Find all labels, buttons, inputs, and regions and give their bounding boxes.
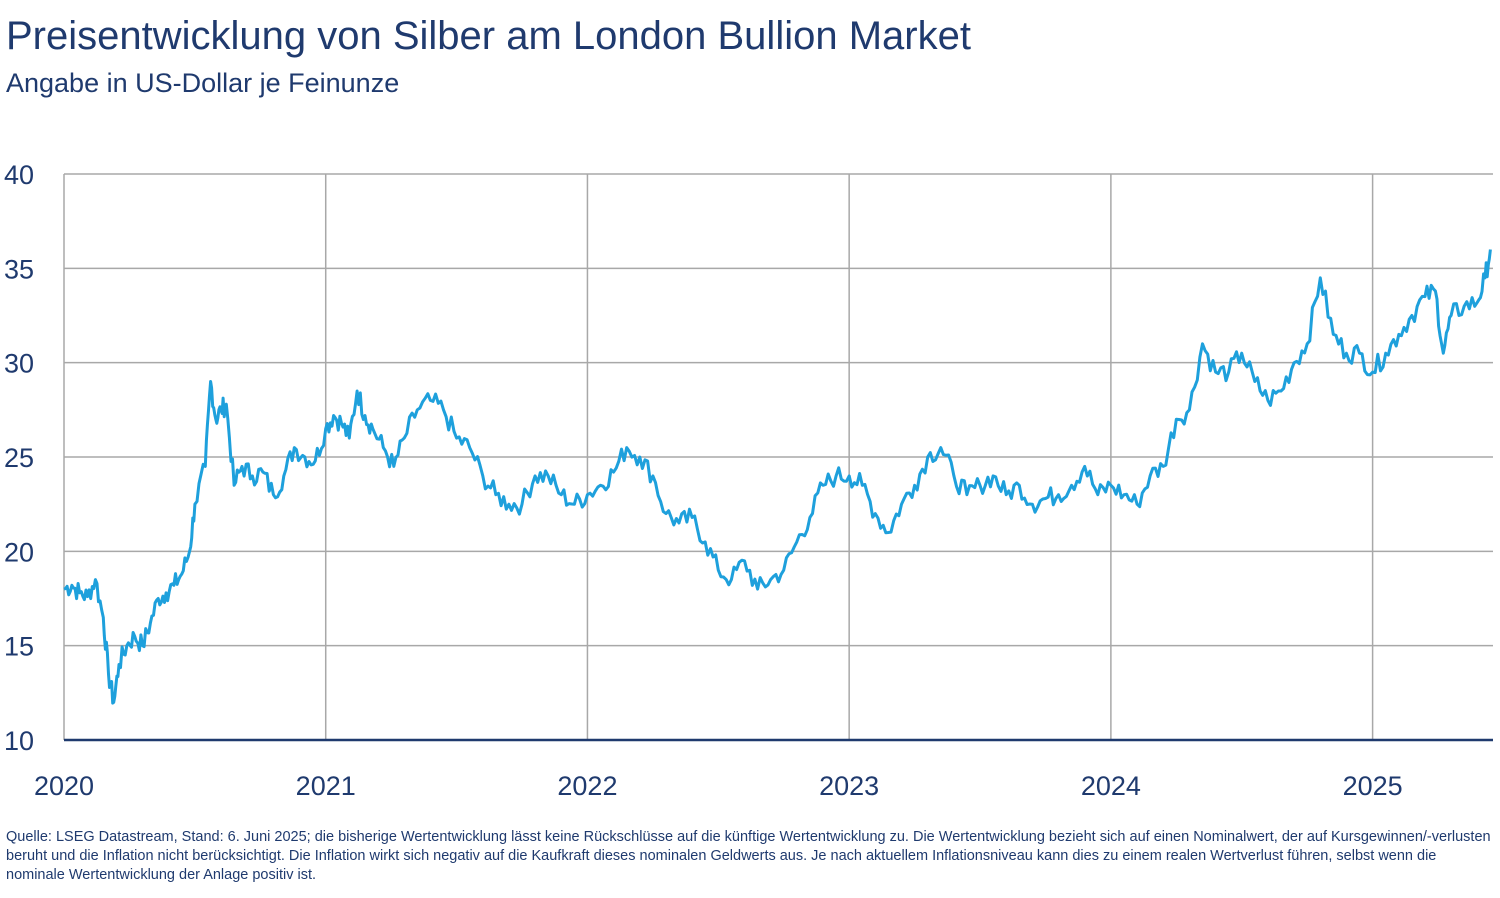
y-tick-label: 25 [4, 443, 34, 473]
x-tick-label: 2020 [34, 771, 94, 801]
y-tick-label: 35 [4, 254, 34, 284]
x-tick-label: 2022 [557, 771, 617, 801]
silver-price-line [63, 249, 1492, 705]
y-tick-label: 10 [4, 726, 34, 756]
y-tick-label: 30 [4, 349, 34, 379]
x-tick-label: 2023 [819, 771, 879, 801]
y-tick-label: 40 [4, 160, 34, 190]
x-tick-label: 2025 [1343, 771, 1403, 801]
x-tick-label: 2024 [1081, 771, 1141, 801]
source-footnote: Quelle: LSEG Datastream, Stand: 6. Juni … [6, 829, 1491, 883]
x-tick-label: 2021 [296, 771, 356, 801]
chart-subtitle: Angabe in US-Dollar je Feinunze [6, 68, 400, 98]
y-tick-label: 15 [4, 632, 34, 662]
y-tick-label: 20 [4, 537, 34, 567]
chart-title: Preisentwicklung von Silber am London Bu… [6, 14, 971, 58]
